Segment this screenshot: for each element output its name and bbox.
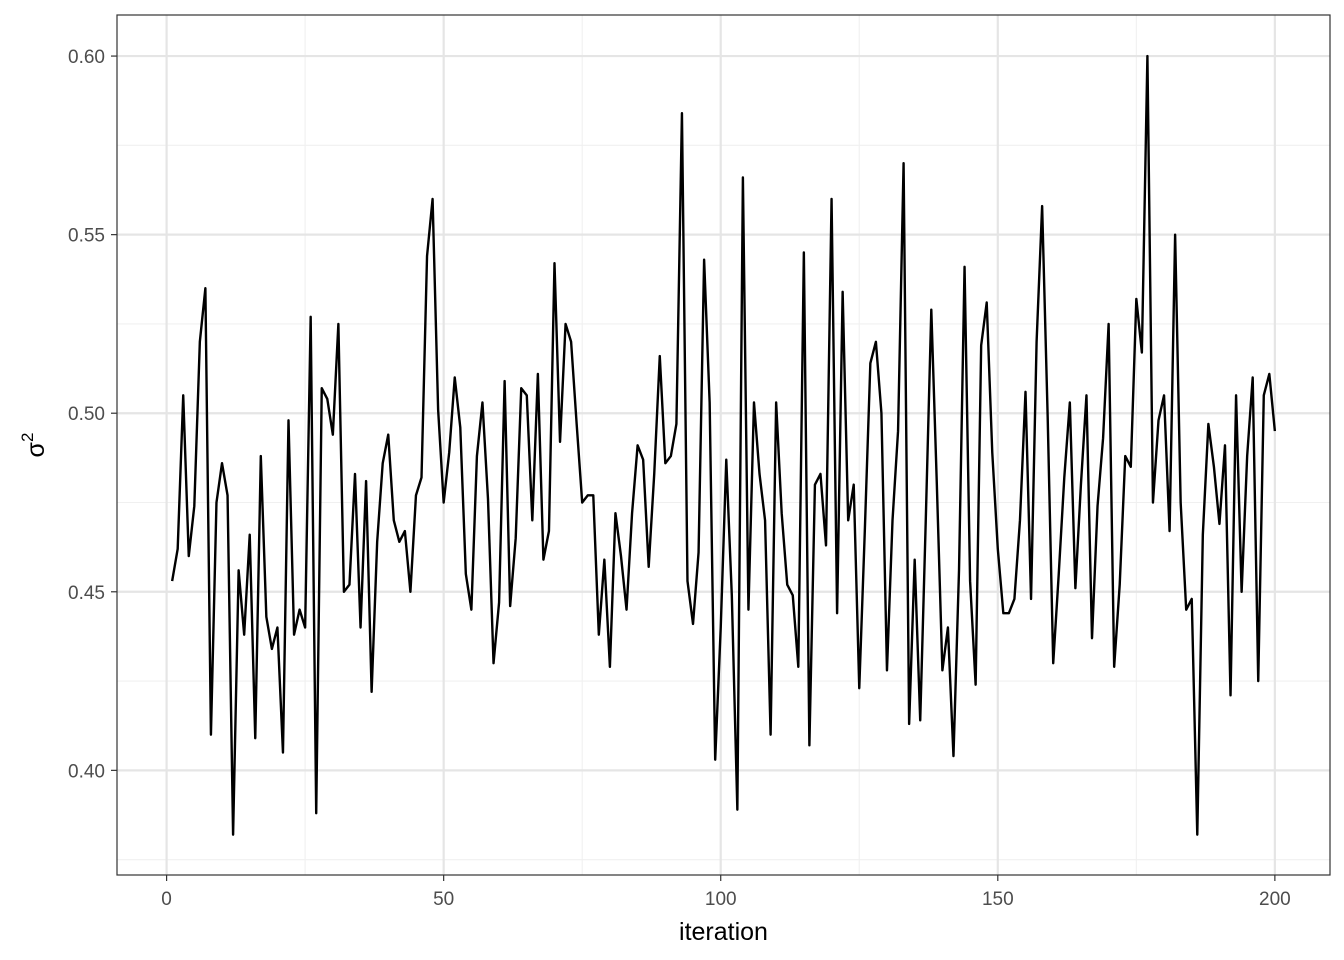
x-axis-ticks: 0 50 100 150 200 <box>161 875 1291 910</box>
y-axis-title: σ2 <box>18 433 50 458</box>
data-line <box>170 54 1277 836</box>
x-tick-label: 200 <box>1259 889 1291 910</box>
panel-border <box>116 14 1331 876</box>
y-axis-title-superscript: 2 <box>18 433 37 442</box>
major-gridlines <box>117 15 1330 875</box>
y-tick-label: 0.60 <box>68 47 105 68</box>
x-axis-title: iteration <box>679 918 768 946</box>
y-tick-label: 0.50 <box>68 404 105 425</box>
x-tick-label: 150 <box>982 889 1014 910</box>
x-tick-label: 100 <box>705 889 737 910</box>
x-tick-label: 50 <box>433 889 454 910</box>
x-tick-label: 0 <box>161 889 172 910</box>
y-tick-label: 0.55 <box>68 226 105 247</box>
y-axis-ticks: 0.40 0.45 0.50 0.55 0.60 <box>68 47 117 782</box>
y-axis-title-base: σ <box>22 441 50 457</box>
y-tick-label: 0.45 <box>68 583 105 604</box>
y-tick-label: 0.40 <box>68 761 105 782</box>
